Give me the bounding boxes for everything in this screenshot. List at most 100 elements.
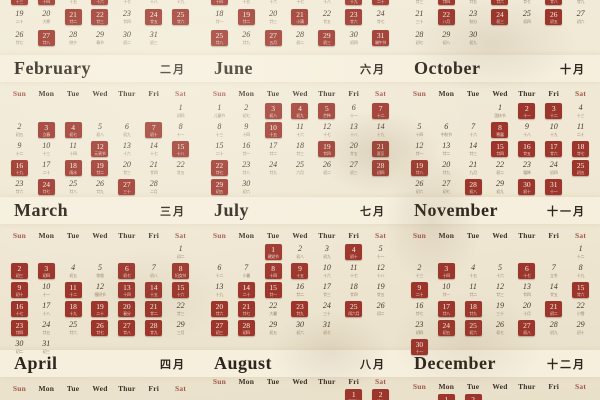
date-number: 10 [442,282,451,291]
date-number: 15 [496,141,504,151]
date-number: 2 [471,394,475,400]
highlight-square: 18 廿九 [464,301,482,317]
date-number: 1 [351,389,356,399]
lunar-label: 小暑 [242,273,251,278]
lunar-label: 廿二 [150,310,158,316]
lunar-label: 初四 [523,19,531,24]
date-cell: 23 廿六 [6,179,33,198]
date-row: 1 十二 [406,244,594,263]
date-cell-highlighted: 3 立春 [33,122,60,141]
date-number: 16 [415,301,424,310]
lunar-label: 廿二 [442,151,451,156]
highlight-square: 18 雨水 [64,160,82,176]
date-number: 12 [495,282,504,291]
date-cell-highlighted: 21 小满 [287,9,314,28]
date-number: 16 [242,141,251,150]
date-number: 6 [217,263,222,272]
highlight-square: 25 廿八 [210,30,228,46]
date-number: 29 [215,179,224,189]
date-number: 21 [549,301,558,311]
lunar-label: 廿三 [296,151,304,156]
date-cell: 1 初四 [167,103,194,122]
date-number: 9 [524,122,529,131]
date-cell-highlighted: 25 廿六 [167,9,194,28]
date-cell: 5 十四 [406,122,433,141]
date-cell: 25 初四 [513,9,540,28]
lunar-label: 初五 [15,132,24,137]
weekday-label: Fri [348,231,360,240]
lunar-label: 三月 [176,330,185,335]
month-name-chinese: 六月 [360,63,386,76]
date-number: 4 [351,244,356,254]
lunar-label: 十四 [415,132,424,137]
lunar-label: 廿七 [42,188,51,194]
weekday-label: Tue [266,377,280,386]
date-number: 29 [576,320,585,329]
date-cell-highlighted: 21 夏至 [367,141,394,160]
date-cell: 23 秋分 [460,9,487,28]
date-cell: 12十五 [233,0,260,8]
date-row: 21 三十 22 八月 23 秋分 24 初三 25 初四 26 初五 27 初六 [406,9,594,28]
highlight-square: 1十二 [437,394,455,400]
date-row: 1 初二 [6,244,194,263]
lunar-label: 十九 [176,0,185,4]
date-cell: 18 廿三 [287,141,314,160]
date-number: 19 [495,301,504,310]
date-cell-highlighted: 27 初八 [513,320,540,339]
date-number: 8 [178,263,183,273]
highlight-square: 27 五月 [264,30,282,46]
date-number: 14 [469,141,478,150]
month-name-chinese: 二月 [160,63,186,76]
date-cell: 7 十六 [460,122,487,141]
highlight-square: 30 初十 [518,179,536,195]
date-cell-highlighted: 16 十七 [6,301,33,320]
date-number: 13 [349,122,358,131]
weekday-label: Sat [375,231,387,240]
date-cell-highlighted: 24 廿五 [140,9,167,28]
lunar-label: 廿五 [376,292,385,297]
date-number: 23 [415,320,424,329]
date-number: 1 [217,103,222,112]
date-cell-highlighted: 4 初七 [60,122,87,141]
lunar-label: 十八 [176,150,185,156]
lunar-label: 廿六 [350,18,358,24]
date-cell: 13 十八 [340,122,367,141]
date-cell: 24 廿五 [33,320,60,339]
month-name: December [414,353,496,373]
weekday-label: Sat [375,377,387,386]
date-number: 28 [549,320,558,329]
date-number: 30 [469,30,478,39]
lunar-label: 初六 [576,19,585,24]
weekday-label: Sun [12,89,26,98]
date-number: 8 [498,122,502,132]
date-number: 21 [376,141,385,151]
highlight-square: 20 春分 [118,301,136,317]
lunar-label: 廿五 [469,0,477,4]
date-row: 25 廿八 26 廿九 27 五月 28 初二 29 初三 30 初四 31 端午节 [206,30,394,49]
date-number: 25 [576,160,585,170]
month-header-band-top: February 二月 June 六月 October 十月 [0,55,600,82]
lunar-label: 初六 [469,329,477,335]
date-number: 27 [269,30,277,40]
date-cell-highlighted: 3 十四 [433,263,460,282]
date-number: 18 [349,282,358,291]
date-cell-highlighted: 6 十七 [513,263,540,282]
highlight-square: 17 廿八 [437,301,455,317]
date-number: 12 [95,282,104,291]
lunar-label: 十九 [215,292,224,297]
month-name-chinese: 四月 [160,358,186,371]
date-row: 8 十三 9 十四 10 十五 11 十六 12 十七 13 十八 14 十九 [206,122,394,141]
date-cell: 20 大寒 [33,9,60,28]
weekday-label: Thur [118,231,136,240]
date-cell: 8 十九 [567,263,594,282]
lunar-label: 十七 [296,0,304,4]
lunar-label: 初六 [242,189,251,194]
lunar-label: 十六 [323,273,331,278]
date-cell: 7 立冬 [540,263,567,282]
date-cell-highlighted: 12十三 [6,0,33,8]
